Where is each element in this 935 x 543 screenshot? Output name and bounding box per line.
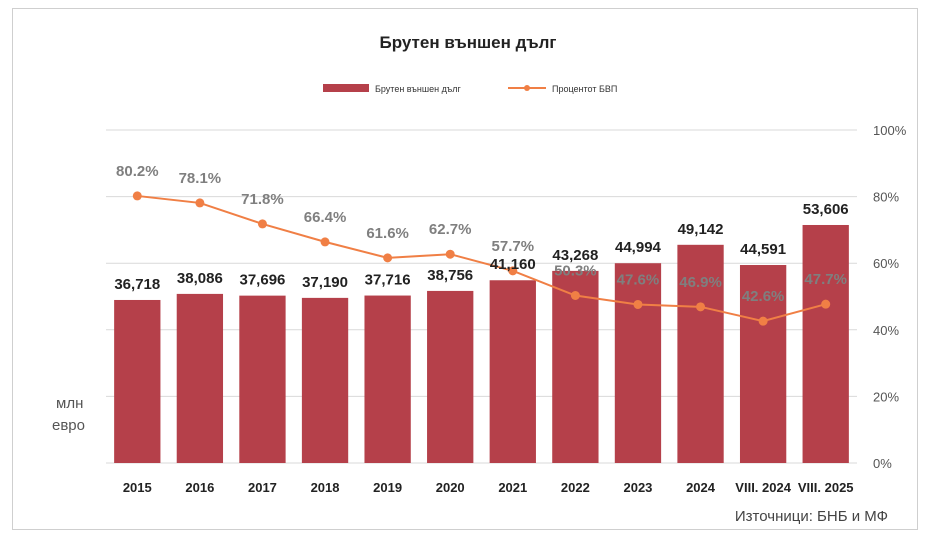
bar-value-label: 53,606 — [803, 201, 849, 218]
y-right-tick-label: 60% — [873, 256, 899, 271]
bar — [552, 270, 599, 463]
bar — [176, 293, 224, 463]
percent-value-label: 62.7% — [429, 221, 472, 238]
y-right-tick-label: 40% — [873, 323, 899, 338]
bars — [114, 224, 849, 463]
percent-point — [320, 237, 330, 247]
category-label: 2021 — [498, 480, 527, 495]
percent-point — [257, 219, 267, 229]
percent-point — [696, 302, 706, 312]
percent-value-label: 71.8% — [241, 191, 284, 208]
category-label: 2015 — [123, 480, 152, 495]
category-labels: 2015 2016 2017 2018 2019 2020 2021 2022 2023 2024… — [123, 480, 854, 495]
y-right-tick-label: 80% — [873, 190, 899, 205]
y-right-tick-label: 100% — [873, 123, 907, 138]
percent-value-label: 47.6% — [617, 271, 660, 288]
y-left-label-line-1: млн — [56, 395, 83, 412]
bar-value-label: 37,190 — [302, 274, 348, 291]
legend-swatch-marker — [524, 85, 530, 91]
bar-value-label: 37,696 — [240, 272, 286, 289]
percent-point — [195, 198, 205, 208]
legend-label-bar: Брутен външен дълг — [375, 84, 462, 94]
bar-value-label: 43,268 — [552, 247, 598, 264]
bar-value-label: 44,591 — [740, 241, 786, 258]
bar-value-label: 49,142 — [678, 221, 724, 238]
bar — [802, 224, 849, 463]
chart-title: Брутен външен дълг — [380, 33, 557, 52]
percent-value-label: 57.7% — [492, 238, 535, 255]
percent-value-label: 42.6% — [742, 288, 785, 305]
bar-value-label: 36,718 — [114, 276, 160, 293]
legend: Брутен външен дълг Процентот БВП — [323, 84, 617, 94]
bar-value-label: 38,756 — [427, 267, 473, 284]
category-label: 2017 — [248, 480, 277, 495]
percent-line — [137, 194, 826, 323]
category-label: 2016 — [185, 480, 214, 495]
bar — [739, 265, 787, 463]
percent-point — [508, 266, 518, 276]
y-right-tick-label: 0% — [873, 456, 892, 471]
percent-point — [132, 191, 142, 201]
percent-point — [821, 299, 831, 309]
category-label: 2019 — [373, 480, 402, 495]
percent-value-label: 78.1% — [179, 170, 222, 187]
bar — [364, 295, 411, 463]
bar — [677, 244, 724, 463]
bar — [239, 295, 286, 463]
percent-value-label: 66.4% — [304, 209, 347, 226]
legend-label-line: Процентот БВП — [552, 84, 617, 94]
category-label: 2020 — [436, 480, 465, 495]
y-right-tick-label: 20% — [873, 389, 899, 404]
bar-value-label: 37,716 — [365, 272, 411, 289]
bar-labels: 36,718 38,086 37,696 37,190 37,716 38,756 41,1… — [114, 201, 848, 293]
y-left-label-line-2: евро — [52, 417, 85, 434]
percent-value-label: 80.2% — [116, 163, 159, 180]
percent-value-label: 46.9% — [679, 274, 722, 291]
bar — [301, 297, 349, 463]
category-label: 2023 — [623, 480, 652, 495]
bar-value-label: 44,994 — [615, 239, 662, 256]
percent-point — [758, 316, 768, 326]
bar-value-label: 38,086 — [177, 270, 223, 287]
bar — [114, 299, 161, 463]
category-label: VIII. 2025 — [798, 480, 854, 495]
legend-swatch-bar — [323, 84, 369, 92]
percent-value-label: 50.3% — [554, 263, 597, 280]
category-label: VIII. 2024 — [735, 480, 791, 495]
chart-frame — [12, 8, 918, 530]
percent-value-label: 47.7% — [804, 271, 847, 288]
percent-point — [383, 253, 393, 263]
category-label: 2022 — [561, 480, 590, 495]
bar-value-label: 41,160 — [490, 256, 536, 273]
right-axis: 0% 20% 40% 60% 80% 100% — [873, 123, 907, 471]
source-note: Източници: БНБ и МФ — [735, 508, 888, 525]
pct-labels: 80.2% 78.1% 71.8% 66.4% 61.6% 62.7% 57.7% 50.3%… — [116, 163, 847, 305]
category-label: 2018 — [311, 480, 340, 495]
category-label: 2024 — [686, 480, 716, 495]
percent-point — [445, 249, 455, 259]
bar — [427, 290, 474, 463]
line-series — [132, 191, 831, 326]
percent-point — [570, 291, 580, 301]
grid — [106, 129, 857, 464]
bar — [614, 263, 662, 463]
percent-point — [633, 299, 643, 309]
percent-value-label: 61.6% — [366, 225, 409, 242]
bar — [489, 280, 536, 463]
